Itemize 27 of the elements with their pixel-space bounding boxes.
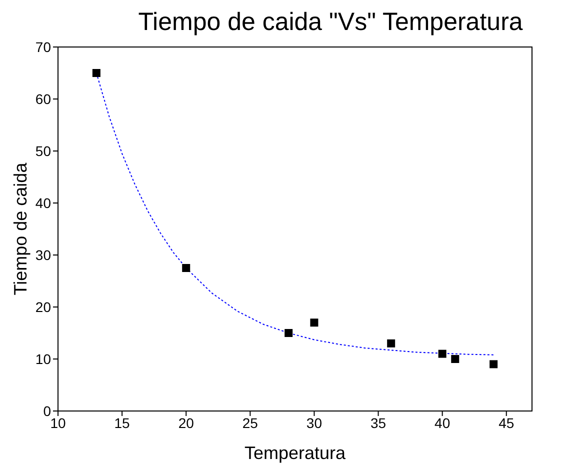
y-tick-label: 20 xyxy=(35,298,52,315)
y-tick-label: 60 xyxy=(35,90,52,107)
y-tick-label: 30 xyxy=(35,246,52,263)
x-axis-title: Temperatura xyxy=(244,443,347,463)
y-tick-label: 0 xyxy=(43,402,52,419)
point xyxy=(284,329,293,337)
x-tick-label: 10 xyxy=(50,414,66,431)
x-tick-label: 20 xyxy=(178,414,194,431)
point xyxy=(92,69,100,77)
x-tick-label: 45 xyxy=(498,414,514,431)
x-tick-label: 30 xyxy=(306,414,322,431)
x-tick-label: 40 xyxy=(434,414,450,431)
x-tick-label: 25 xyxy=(242,414,258,431)
x-tick-label: 35 xyxy=(370,414,386,431)
chart-title: Tiempo de caida "Vs" Temperatura xyxy=(137,8,524,37)
point xyxy=(310,318,318,327)
point xyxy=(182,264,190,272)
point xyxy=(387,339,396,348)
point xyxy=(451,355,460,363)
y-tick-label: 10 xyxy=(35,350,52,367)
y-tick-label: 50 xyxy=(35,142,52,159)
x-tick-label: 15 xyxy=(114,414,130,431)
y-axis-title: Tiempo de caida xyxy=(10,162,30,296)
point xyxy=(438,350,446,358)
point xyxy=(490,360,498,368)
y-tick-label: 70 xyxy=(35,38,52,55)
y-tick-label: 40 xyxy=(35,194,52,211)
